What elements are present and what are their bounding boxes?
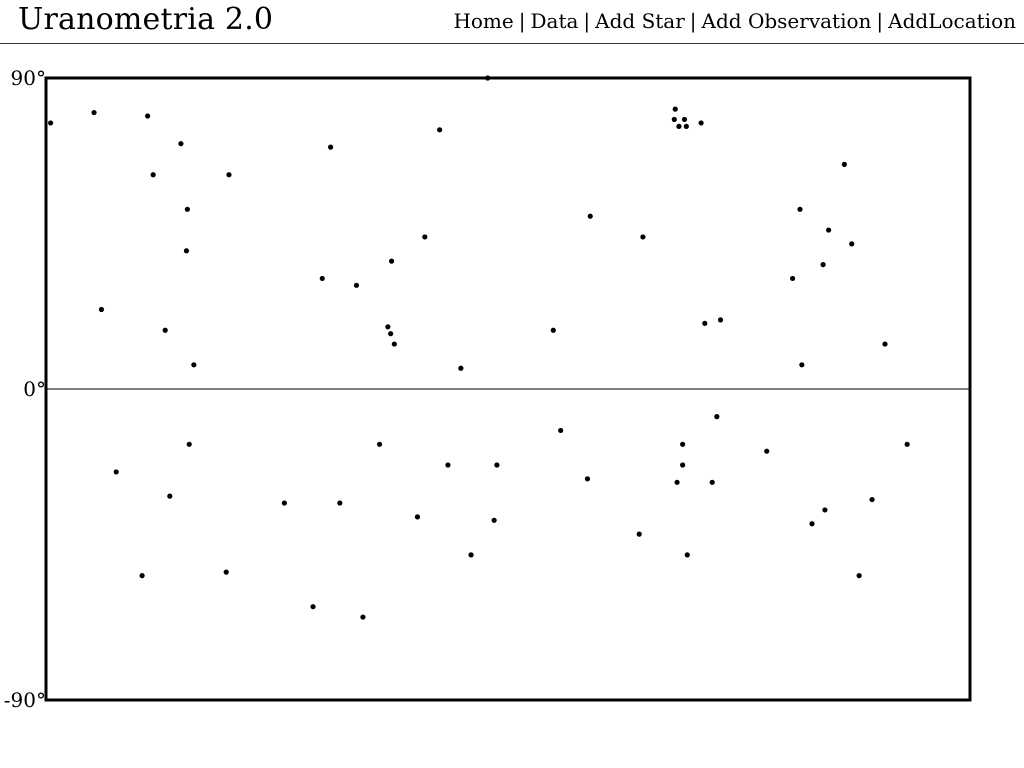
star-point[interactable] xyxy=(223,569,229,575)
star-point[interactable] xyxy=(709,479,715,485)
star-point[interactable] xyxy=(327,144,334,150)
star-point[interactable] xyxy=(849,241,855,247)
nav-separator: | xyxy=(518,9,526,33)
star-point[interactable] xyxy=(698,120,704,126)
site-title: Uranometria 2.0 xyxy=(18,2,274,37)
y-tick-label: 0° xyxy=(23,377,46,401)
nav-link-home[interactable]: Home xyxy=(453,9,514,33)
star-point[interactable] xyxy=(671,116,677,123)
nav-link-add-observation[interactable]: Add Observation xyxy=(701,9,872,33)
star-point[interactable] xyxy=(681,116,688,123)
star-point[interactable] xyxy=(797,206,803,212)
star-point[interactable] xyxy=(789,275,796,282)
star-point[interactable] xyxy=(139,573,145,579)
star-point[interactable] xyxy=(226,172,232,178)
star-point[interactable] xyxy=(468,552,474,558)
star-point[interactable] xyxy=(319,275,325,282)
star-point[interactable] xyxy=(714,414,720,420)
star-point[interactable] xyxy=(376,441,383,447)
star-point[interactable] xyxy=(826,227,832,233)
star-point[interactable] xyxy=(809,521,815,527)
star-point[interactable] xyxy=(672,106,678,112)
star-point[interactable] xyxy=(150,172,156,178)
star-point[interactable] xyxy=(360,614,366,620)
star-point[interactable] xyxy=(162,327,168,333)
nav-separator: | xyxy=(583,9,591,33)
star-point[interactable] xyxy=(640,234,646,240)
star-point[interactable] xyxy=(98,306,105,313)
header-bar: Uranometria 2.0 Home | Data | Add Star | Add O… xyxy=(0,0,1024,44)
star-point[interactable] xyxy=(764,448,770,454)
nav-link-add-location[interactable]: AddLocation xyxy=(888,9,1016,33)
star-point[interactable] xyxy=(391,341,397,347)
star-point[interactable] xyxy=(437,127,443,133)
y-tick-labels: 90° 0° -90° xyxy=(4,66,46,712)
nav-link-data[interactable]: Data xyxy=(530,9,579,33)
star-point[interactable] xyxy=(310,604,316,610)
star-point[interactable] xyxy=(702,320,708,326)
star-point[interactable] xyxy=(91,109,97,116)
star-point[interactable] xyxy=(485,75,491,81)
y-tick-label: -90° xyxy=(4,688,46,712)
star-point[interactable] xyxy=(178,141,184,147)
star-point[interactable] xyxy=(445,462,451,468)
star-point[interactable] xyxy=(494,462,500,468)
star-point[interactable] xyxy=(674,479,680,485)
star-point[interactable] xyxy=(904,441,910,447)
star-point[interactable] xyxy=(587,213,593,219)
star-point[interactable] xyxy=(856,573,862,579)
star-point[interactable] xyxy=(683,123,689,129)
star-point[interactable] xyxy=(841,161,847,167)
star-point[interactable] xyxy=(388,331,394,337)
star-point[interactable] xyxy=(337,500,343,506)
star-point[interactable] xyxy=(422,234,428,240)
star-point[interactable] xyxy=(414,514,421,520)
star-point[interactable] xyxy=(882,341,888,347)
star-point[interactable] xyxy=(353,282,360,288)
star-point[interactable] xyxy=(869,496,875,503)
nav-link-add-star[interactable]: Add Star xyxy=(595,9,685,33)
star-point[interactable] xyxy=(680,441,686,447)
star-point[interactable] xyxy=(388,258,395,264)
nav-separator: | xyxy=(689,9,697,33)
star-point[interactable] xyxy=(145,113,151,119)
star-point[interactable] xyxy=(385,324,391,330)
star-point[interactable] xyxy=(186,441,192,447)
star-chart[interactable]: 90° 0° -90° xyxy=(0,60,1024,720)
star-point[interactable] xyxy=(680,462,686,468)
star-point[interactable] xyxy=(48,120,54,126)
star-point[interactable] xyxy=(281,500,287,506)
star-point[interactable] xyxy=(458,365,464,371)
star-point[interactable] xyxy=(191,362,197,368)
star-point[interactable] xyxy=(584,476,591,482)
main-nav: Home | Data | Add Star | Add Observation | AddLo… xyxy=(453,8,1016,34)
star-point[interactable] xyxy=(820,262,826,268)
star-points xyxy=(48,75,910,620)
star-point[interactable] xyxy=(822,507,828,513)
y-tick-label: 90° xyxy=(11,66,46,90)
star-point[interactable] xyxy=(558,427,564,434)
star-point[interactable] xyxy=(184,206,190,212)
star-point[interactable] xyxy=(167,493,173,499)
star-point[interactable] xyxy=(799,362,805,368)
star-point[interactable] xyxy=(676,123,682,129)
star-chart-container: 90° 0° -90° xyxy=(0,60,1024,720)
star-point[interactable] xyxy=(113,469,119,475)
star-point[interactable] xyxy=(550,327,556,333)
star-point[interactable] xyxy=(491,517,497,523)
star-point[interactable] xyxy=(183,248,190,254)
nav-separator: | xyxy=(876,9,884,33)
star-point[interactable] xyxy=(684,552,690,558)
star-point[interactable] xyxy=(717,317,724,323)
star-point[interactable] xyxy=(636,531,642,537)
